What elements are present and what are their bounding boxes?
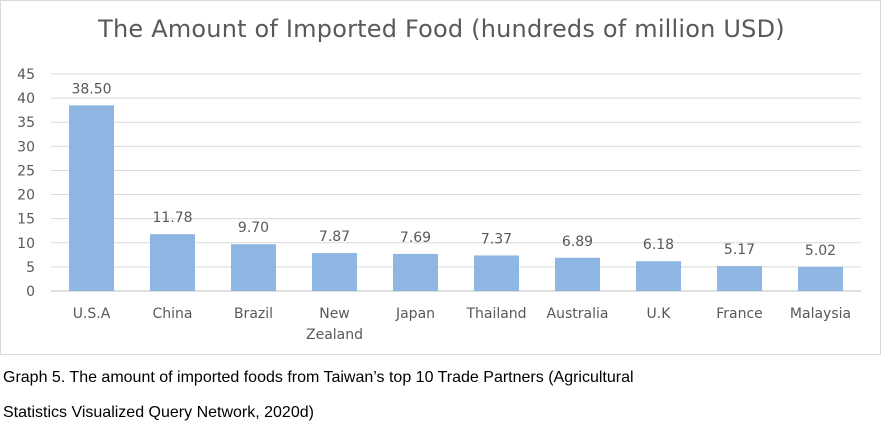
x-tick-label: Malaysia [790, 306, 851, 322]
x-tick-label: China [153, 306, 193, 322]
bar [717, 266, 762, 291]
y-tick-label: 5 [26, 260, 35, 276]
figure-caption-line-2: Statistics Visualized Query Network, 202… [3, 404, 314, 421]
y-tick-label: 0 [26, 284, 35, 300]
data-label: 7.69 [400, 230, 431, 246]
y-tick-label: 10 [17, 236, 35, 252]
data-label: 7.87 [319, 229, 350, 245]
bar [636, 261, 681, 291]
x-tick-label: New [319, 306, 350, 322]
x-tick-label: Thailand [465, 306, 526, 322]
bar [69, 105, 114, 291]
x-tick-label: France [716, 306, 763, 322]
data-label: 11.78 [152, 210, 192, 226]
bar [150, 234, 195, 291]
y-tick-label: 30 [17, 139, 35, 155]
x-tick-label: Zealand [306, 327, 363, 343]
x-tick-label: Brazil [234, 306, 273, 322]
y-tick-label: 45 [17, 67, 35, 83]
x-tick-label: Japan [395, 306, 435, 322]
bar-chart-plot: 0 5 10 15 20 25 30 35 40 45 38.50 U.S.A 11.78 China 9.… [17, 67, 861, 343]
data-label: 6.89 [562, 234, 593, 250]
chart-title: The Amount of Imported Food (hundreds of… [98, 15, 785, 43]
data-label: 9.70 [238, 220, 269, 236]
data-label: 5.02 [805, 243, 836, 259]
data-label: 6.18 [643, 237, 674, 253]
data-label: 5.17 [724, 242, 755, 258]
data-label: 7.37 [481, 231, 512, 247]
figure-caption-line-1: Graph 5. The amount of imported foods fr… [3, 369, 634, 386]
bar [312, 253, 357, 291]
data-label: 38.50 [71, 81, 111, 97]
y-tick-label: 35 [17, 115, 35, 131]
y-tick-label: 25 [17, 163, 35, 179]
bar [393, 253, 438, 291]
y-tick-label: 40 [17, 91, 35, 107]
bar [798, 266, 843, 291]
bar [231, 244, 276, 291]
bar [555, 257, 600, 291]
y-tick-label: 15 [17, 212, 35, 228]
x-tick-label: Australia [547, 306, 609, 322]
y-tick-label: 20 [17, 188, 35, 204]
chart-frame: The Amount of Imported Food (hundreds of… [0, 0, 881, 355]
x-tick-label: U.S.A [73, 306, 111, 322]
bar [474, 255, 519, 291]
x-tick-label: U.K [647, 306, 672, 322]
